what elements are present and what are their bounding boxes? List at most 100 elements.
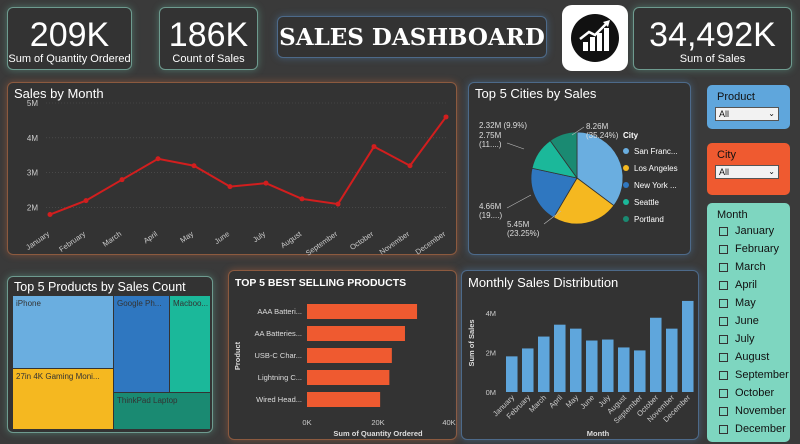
treemap-cell-thinkpad[interactable]: ThinkPad Laptop (114, 393, 210, 429)
month-option[interactable]: April (719, 279, 757, 291)
checkbox-icon[interactable] (719, 226, 728, 236)
data-point[interactable] (335, 201, 341, 207)
month-option-label: August (735, 351, 770, 363)
treemap-label: ThinkPad Laptop (117, 396, 178, 405)
x-tick-label: September (304, 229, 340, 256)
x-tick-label: March (527, 393, 548, 414)
city-legend-item[interactable]: Seattle (623, 198, 678, 207)
month-bar[interactable] (634, 350, 646, 392)
checkbox-icon[interactable] (719, 406, 728, 416)
monthly-dist-panel[interactable]: Monthly Sales Distribution 4M 2M 0M January… (461, 270, 699, 440)
product-bar[interactable] (307, 304, 418, 319)
month-bar[interactable] (682, 300, 694, 392)
sales-by-month-panel[interactable]: Sales by Month 5M 4M 3M 2M January February Ma… (7, 82, 457, 256)
pie-slice[interactable] (576, 131, 624, 207)
top-cities-pie-chart (506, 126, 624, 225)
best-selling-bar-chart: AAA Batteri... AA Batteries... USB-C Char.… (233, 304, 456, 438)
x-tick-label: November (378, 229, 412, 256)
month-option[interactable]: September (719, 369, 789, 381)
month-bar[interactable] (570, 328, 582, 392)
product-dropdown[interactable]: All ⌄ (715, 107, 779, 121)
month-option[interactable]: August (719, 351, 769, 363)
treemap-cell-google-phone[interactable]: Google Ph... (114, 296, 169, 392)
month-bar[interactable] (538, 336, 550, 392)
city-legend-item[interactable]: San Franc... (623, 147, 678, 156)
legend-dot-icon (623, 182, 629, 188)
city-legend-item[interactable]: Los Angeles (623, 164, 678, 173)
product-slicer[interactable]: Product All ⌄ (707, 85, 790, 129)
city-legend-item[interactable]: New York ... (623, 181, 678, 190)
month-bar[interactable] (650, 317, 662, 392)
data-point[interactable] (47, 212, 53, 218)
month-option[interactable]: December (719, 423, 786, 435)
data-point[interactable] (371, 144, 377, 150)
data-point[interactable] (155, 156, 161, 162)
checkbox-icon[interactable] (719, 244, 728, 254)
month-bar[interactable] (602, 339, 614, 392)
checkbox-icon[interactable] (719, 370, 728, 380)
month-option[interactable]: June (719, 315, 759, 327)
city-legend-item[interactable]: Portland (623, 215, 678, 224)
checkbox-icon[interactable] (719, 424, 728, 434)
checkbox-icon[interactable] (719, 334, 728, 344)
month-option[interactable]: March (719, 261, 766, 273)
pie-slice[interactable] (530, 167, 578, 219)
data-point[interactable] (407, 163, 413, 169)
best-selling-panel[interactable]: TOP 5 BEST SELLING PRODUCTS AAA Batteri.… (228, 270, 457, 440)
legend-label: Los Angeles (634, 164, 678, 173)
city-slicer[interactable]: City All ⌄ (707, 143, 790, 195)
monthly-dist-title: Monthly Sales Distribution (468, 275, 619, 290)
product-bar[interactable] (307, 326, 405, 341)
data-point[interactable] (119, 177, 125, 183)
treemap-cell-macbook[interactable]: Macboo... (170, 296, 210, 392)
month-slicer[interactable]: Month January February March April May June Ju… (707, 203, 790, 442)
checkbox-icon[interactable] (719, 316, 728, 326)
pie-label-ny-value: 4.66M (479, 202, 502, 211)
x-tick-label: October (348, 229, 375, 252)
kpi-quantity-card: 209K Sum of Quantity Ordered (7, 7, 132, 70)
month-option[interactable]: July (719, 333, 755, 345)
data-point[interactable] (191, 163, 197, 169)
data-point[interactable] (443, 114, 449, 120)
month-slicer-label: Month (717, 209, 748, 221)
y-tick-label: 4M (486, 309, 496, 318)
data-point[interactable] (263, 180, 269, 186)
checkbox-icon[interactable] (719, 298, 728, 308)
treemap-cell-iphone[interactable]: iPhone (13, 296, 113, 368)
month-option[interactable]: February (719, 243, 779, 255)
product-bar[interactable] (307, 392, 381, 407)
x-tick-label: January (24, 229, 51, 252)
pie-slice[interactable] (553, 177, 615, 225)
month-option[interactable]: October (719, 387, 774, 399)
month-option-label: September (735, 369, 789, 381)
checkbox-icon[interactable] (719, 280, 728, 290)
month-bar[interactable] (666, 328, 678, 392)
legend-dot-icon (623, 199, 629, 205)
month-option[interactable]: January (719, 225, 774, 237)
product-bar[interactable] (307, 370, 390, 385)
checkbox-icon[interactable] (719, 352, 728, 362)
month-bar[interactable] (522, 348, 534, 392)
data-point[interactable] (83, 198, 89, 204)
page-title: SALES DASHBOARD (279, 24, 545, 51)
month-option[interactable]: May (719, 297, 756, 309)
checkbox-icon[interactable] (719, 388, 728, 398)
data-point[interactable] (227, 184, 233, 190)
legend-label: New York ... (634, 181, 677, 190)
data-point[interactable] (299, 196, 305, 202)
checkbox-icon[interactable] (719, 262, 728, 272)
y-tick-label: 2M (486, 348, 496, 357)
month-bar[interactable] (586, 340, 598, 392)
month-option[interactable]: November (719, 405, 786, 417)
city-dropdown[interactable]: All ⌄ (715, 165, 779, 179)
top-products-count-panel[interactable]: Top 5 Products by Sales Count iPhone Goo… (7, 276, 213, 433)
month-bar[interactable] (618, 347, 630, 392)
month-option-label: July (735, 333, 755, 345)
month-bar[interactable] (506, 356, 518, 392)
kpi-count-value: 186K (168, 16, 249, 54)
top-cities-panel[interactable]: Top 5 Cities by Sales 2.32M (9.9%) 2.75M… (468, 82, 691, 255)
product-bar[interactable] (307, 348, 392, 363)
treemap-cell-gaming-monitor[interactable]: 27in 4K Gaming Moni... (13, 369, 113, 429)
month-bar[interactable] (554, 324, 566, 392)
y-tick-label: 3M (27, 169, 38, 178)
